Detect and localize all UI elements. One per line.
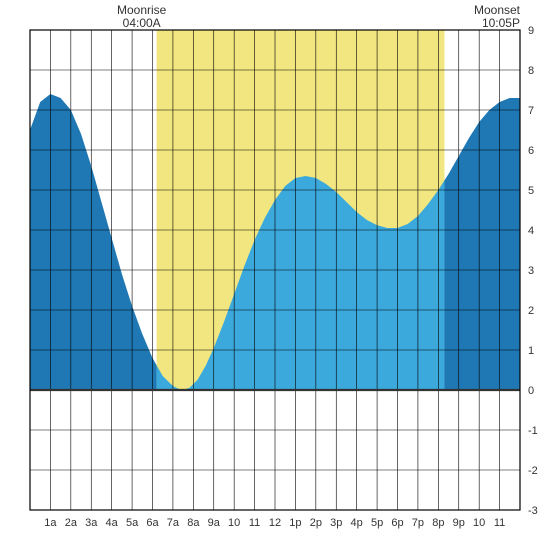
y-tick-label: 9: [528, 25, 534, 37]
y-tick-label: 6: [528, 145, 534, 157]
x-tick-label: 8a: [187, 517, 200, 529]
x-tick-label: 6p: [391, 517, 403, 529]
x-tick-label: 12: [269, 517, 281, 529]
tide-chart: -3-2-101234567891a2a3a4a5a6a7a8a9a101112…: [0, 0, 550, 550]
moonrise-label: Moonrise: [117, 3, 167, 17]
y-tick-label: 3: [528, 265, 534, 277]
x-tick-label: 10: [228, 517, 240, 529]
y-tick-label: -3: [528, 505, 538, 517]
x-tick-label: 1a: [44, 517, 57, 529]
moonset-time: 10:05P: [482, 16, 520, 30]
y-tick-label: 8: [528, 65, 534, 77]
moonset-label: Moonset: [474, 3, 521, 17]
y-tick-label: -1: [528, 425, 538, 437]
moonrise-time: 04:00A: [123, 16, 161, 30]
x-tick-label: 11: [494, 517, 505, 529]
y-tick-label: 0: [528, 385, 534, 397]
y-tick-label: 7: [528, 105, 534, 117]
x-tick-label: 8p: [432, 517, 444, 529]
x-tick-label: 9p: [453, 517, 465, 529]
y-tick-label: 5: [528, 185, 534, 197]
x-tick-label: 5p: [371, 517, 383, 529]
x-tick-label: 4a: [106, 517, 119, 529]
x-tick-label: 7a: [167, 517, 180, 529]
x-tick-label: 6a: [146, 517, 159, 529]
x-tick-label: 1p: [289, 517, 301, 529]
y-tick-label: 2: [528, 305, 534, 317]
y-tick-label: 4: [528, 225, 534, 237]
x-tick-label: 5a: [126, 517, 139, 529]
x-tick-label: 2a: [65, 517, 78, 529]
x-tick-label: 4p: [351, 517, 363, 529]
chart-svg: -3-2-101234567891a2a3a4a5a6a7a8a9a101112…: [0, 0, 550, 550]
y-tick-label: 1: [528, 345, 534, 357]
x-tick-label: 3a: [85, 517, 98, 529]
y-tick-label: -2: [528, 465, 538, 477]
x-tick-label: 2p: [310, 517, 322, 529]
x-tick-label: 11: [249, 517, 260, 529]
x-tick-label: 3p: [330, 517, 342, 529]
x-tick-label: 10: [473, 517, 485, 529]
x-tick-label: 7p: [412, 517, 424, 529]
x-tick-label: 9a: [208, 517, 221, 529]
